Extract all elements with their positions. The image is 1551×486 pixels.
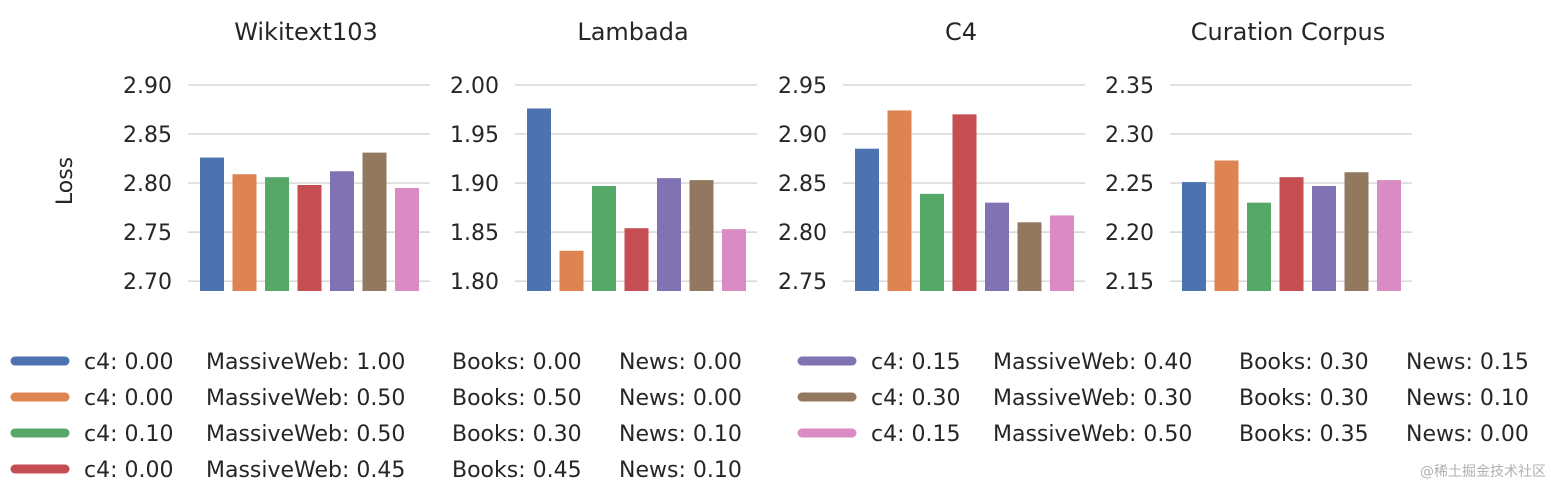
y-tick-label: 2.80 — [123, 172, 172, 197]
y-tick-label: 2.90 — [123, 74, 172, 99]
legend-label: c4: 0.30 — [871, 386, 960, 411]
legend-label: News: 0.00 — [619, 386, 742, 411]
legend-label: MassiveWeb: 0.50 — [993, 422, 1192, 447]
bar-series-1 — [200, 157, 224, 291]
legend-label: MassiveWeb: 0.50 — [206, 386, 405, 411]
legend-label: MassiveWeb: 1.00 — [206, 350, 405, 375]
bar-series-5 — [1312, 185, 1336, 291]
y-tick-label: 1.95 — [450, 123, 499, 148]
panel-1: Wikitext103 2.70 2.75 2.80 2.85 2.90 — [123, 18, 430, 295]
legend-label: Books: 0.30 — [452, 422, 582, 447]
panel-title: C4 — [945, 18, 977, 46]
legend-label: Books: 0.00 — [452, 350, 582, 375]
legend-entry-3: c4: 0.10 MassiveWeb: 0.50 Books: 0.30 News:… — [10, 422, 742, 447]
bar-series-7 — [722, 229, 746, 291]
legend-label: MassiveWeb: 0.50 — [206, 422, 405, 447]
watermark: @稀土掘金技术社区 — [1420, 464, 1546, 480]
panel-3: C4 2.75 2.80 2.85 2.90 2.95 — [778, 18, 1085, 295]
legend-label: Books: 0.30 — [1239, 350, 1369, 375]
bar-series-3 — [1247, 202, 1271, 291]
y-tick-label: 2.15 — [1105, 270, 1154, 295]
legend-label: c4: 0.15 — [871, 350, 960, 375]
legend-label: c4: 0.00 — [84, 458, 173, 483]
y-tick-label: 1.80 — [450, 270, 499, 295]
y-tick-label: 2.85 — [123, 123, 172, 148]
bar-series-6 — [689, 180, 714, 291]
bar-series-5 — [985, 202, 1009, 291]
y-tick-label: 2.95 — [778, 74, 827, 99]
legend-label: News: 0.00 — [619, 350, 742, 375]
legend-label: News: 0.10 — [619, 422, 742, 447]
panel-title: Wikitext103 — [234, 18, 378, 46]
y-tick-label: 2.75 — [123, 221, 172, 246]
bar-series-6 — [362, 152, 387, 291]
bar-series-4 — [624, 228, 649, 291]
y-axis-label: Loss — [53, 157, 78, 205]
y-tick-label: 2.20 — [1105, 221, 1154, 246]
legend-entry-1: c4: 0.00 MassiveWeb: 1.00 Books: 0.00 News:… — [10, 350, 742, 375]
legend-label: Books: 0.50 — [452, 386, 582, 411]
legend-label: Books: 0.45 — [452, 458, 582, 483]
legend-label: News: 0.00 — [1406, 422, 1529, 447]
bar-series-1 — [1182, 182, 1206, 291]
legend-label: c4: 0.15 — [871, 422, 960, 447]
y-tick-label: 2.75 — [778, 270, 827, 295]
bar-series-2 — [559, 250, 584, 291]
bar-series-1 — [527, 108, 551, 291]
legend-label: MassiveWeb: 0.40 — [993, 350, 1192, 375]
legend-entry-6: c4: 0.30 MassiveWeb: 0.30 Books: 0.30 News:… — [797, 386, 1529, 411]
bar-series-6 — [1017, 222, 1042, 291]
bar-series-7 — [395, 187, 419, 291]
bar-series-5 — [657, 178, 681, 291]
legend-label: c4: 0.00 — [84, 386, 173, 411]
bar-series-4 — [952, 114, 977, 291]
y-tick-label: 2.25 — [1105, 172, 1154, 197]
chart-panels: Wikitext103 2.70 2.75 2.80 2.85 2.90 Lambada 1.… — [123, 18, 1412, 295]
y-tick-label: 2.35 — [1105, 74, 1154, 99]
bar-series-7 — [1377, 180, 1401, 291]
y-tick-label: 2.85 — [778, 172, 827, 197]
y-tick-label: 1.85 — [450, 221, 499, 246]
legend-entry-5: c4: 0.15 MassiveWeb: 0.40 Books: 0.30 News:… — [797, 350, 1529, 375]
y-tick-label: 2.30 — [1105, 123, 1154, 148]
legend-label: Books: 0.35 — [1239, 422, 1369, 447]
legend-label: Books: 0.30 — [1239, 386, 1369, 411]
legend-entry-2: c4: 0.00 MassiveWeb: 0.50 Books: 0.50 News:… — [10, 386, 742, 411]
bar-series-3 — [265, 177, 289, 291]
legend-label: News: 0.10 — [619, 458, 742, 483]
legend-entry-4: c4: 0.00 MassiveWeb: 0.45 Books: 0.45 News:… — [10, 458, 742, 483]
legend-label: News: 0.10 — [1406, 386, 1529, 411]
panel-title: Lambada — [577, 18, 688, 46]
legend: c4: 0.00 MassiveWeb: 1.00 Books: 0.00 News:… — [10, 350, 1529, 483]
bar-series-1 — [855, 148, 879, 291]
bar-series-2 — [232, 174, 257, 291]
bar-series-3 — [592, 185, 616, 291]
bar-series-2 — [1214, 160, 1239, 291]
y-tick-label: 2.70 — [123, 270, 172, 295]
panel-title: Curation Corpus — [1191, 18, 1385, 46]
panel-4: Curation Corpus 2.15 2.20 2.25 2.30 2.35 — [1105, 18, 1412, 295]
y-tick-label: 2.90 — [778, 123, 827, 148]
legend-entry-7: c4: 0.15 MassiveWeb: 0.50 Books: 0.35 News:… — [797, 422, 1529, 447]
legend-label: News: 0.15 — [1406, 350, 1529, 375]
y-tick-label: 1.90 — [450, 172, 499, 197]
y-tick-label: 2.80 — [778, 221, 827, 246]
legend-label: c4: 0.10 — [84, 422, 173, 447]
legend-label: MassiveWeb: 0.30 — [993, 386, 1192, 411]
bar-series-4 — [1279, 177, 1304, 291]
bar-series-3 — [920, 193, 944, 291]
y-tick-label: 2.00 — [450, 74, 499, 99]
bar-series-7 — [1050, 215, 1074, 291]
bar-series-2 — [887, 110, 912, 292]
panel-2: Lambada 1.80 1.85 1.90 1.95 2.00 — [450, 18, 757, 295]
bar-series-5 — [330, 171, 354, 291]
legend-label: MassiveWeb: 0.45 — [206, 458, 405, 483]
legend-label: c4: 0.00 — [84, 350, 173, 375]
bar-series-6 — [1344, 172, 1369, 291]
bar-series-4 — [297, 185, 322, 291]
